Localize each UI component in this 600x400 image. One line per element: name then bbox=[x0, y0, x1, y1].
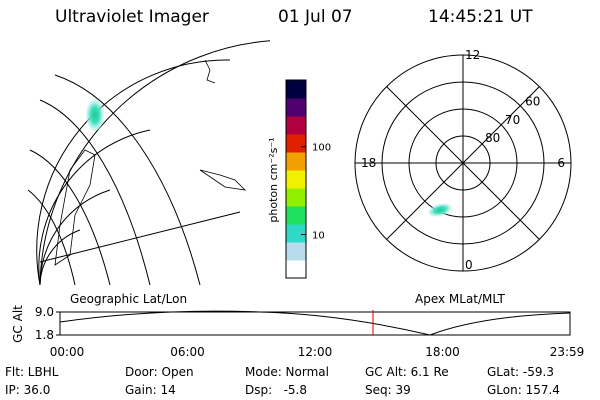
latitude-label: 80 bbox=[485, 131, 500, 145]
status-footer: Flt: LBHL Door: Open Mode: Normal GC Alt: 6… bbox=[5, 365, 560, 397]
mlt-label: 12 bbox=[465, 48, 480, 62]
color-step bbox=[286, 80, 306, 99]
latitude-label: 60 bbox=[525, 95, 540, 109]
x-tick-label: 12:00 bbox=[298, 345, 333, 359]
latitude-label: 70 bbox=[505, 113, 520, 127]
colorbar-tick-label: 10 bbox=[312, 231, 325, 242]
x-tick-label: 06:00 bbox=[170, 345, 205, 359]
color-step bbox=[286, 224, 306, 243]
color-step bbox=[286, 260, 306, 279]
mlt-label: 6 bbox=[557, 156, 565, 170]
color-step bbox=[286, 98, 306, 117]
map-label: Geographic Lat/Lon bbox=[70, 292, 187, 306]
color-step bbox=[286, 134, 306, 153]
status-field: IP: 36.0 bbox=[5, 383, 50, 397]
y-tick-label: 9.0 bbox=[35, 305, 54, 319]
geographic-map bbox=[28, 40, 270, 285]
altitude-plot: 9.0 1.8 00:00 06:00 12:00 18:00 23:59 bbox=[35, 305, 584, 359]
aurora-emission bbox=[86, 99, 104, 131]
time: 14:45:21 UT bbox=[428, 7, 533, 27]
orbit-altitude bbox=[59, 310, 571, 336]
status-field: Flt: LBHL bbox=[5, 365, 59, 379]
altitude-frame bbox=[59, 311, 571, 336]
color-step bbox=[286, 242, 306, 261]
color-step bbox=[286, 170, 306, 189]
mlt-label: 0 bbox=[465, 258, 473, 272]
color-step bbox=[286, 116, 306, 135]
status-field: GLon: 157.4 bbox=[487, 383, 560, 397]
status-field: Mode: Normal bbox=[245, 365, 329, 379]
mlt-line bbox=[386, 86, 540, 240]
aurora-emission bbox=[428, 203, 452, 217]
map-label: Apex MLat/MLT bbox=[415, 292, 505, 306]
colorbar: 10 100 bbox=[285, 79, 331, 279]
status-field: Gain: 14 bbox=[125, 383, 176, 397]
title: Ultraviolet Imager bbox=[55, 7, 209, 27]
date: 01 Jul 07 bbox=[278, 7, 353, 27]
colorbar-tick-label: 100 bbox=[312, 143, 331, 154]
status-field: Door: Open bbox=[125, 365, 194, 379]
altitude-label: GC Alt bbox=[11, 305, 25, 343]
status-field: GLat: -59.3 bbox=[487, 365, 554, 379]
x-tick-label: 18:00 bbox=[425, 345, 460, 359]
x-tick-label: 23:59 bbox=[550, 345, 585, 359]
color-step bbox=[286, 206, 306, 225]
color-step bbox=[286, 188, 306, 207]
color-step bbox=[286, 152, 306, 171]
colorbar-frame bbox=[285, 79, 307, 279]
status-field: Seq: 39 bbox=[365, 383, 411, 397]
colorbar-label: photon cm⁻²s⁻¹ bbox=[267, 137, 280, 222]
status-field: Dsp: -5.8 bbox=[245, 383, 307, 397]
mlt-label: 18 bbox=[361, 156, 376, 170]
x-tick-label: 00:00 bbox=[50, 345, 85, 359]
status-field: GC Alt: 6.1 Re bbox=[365, 365, 449, 379]
y-tick-label: 1.8 bbox=[35, 328, 54, 342]
